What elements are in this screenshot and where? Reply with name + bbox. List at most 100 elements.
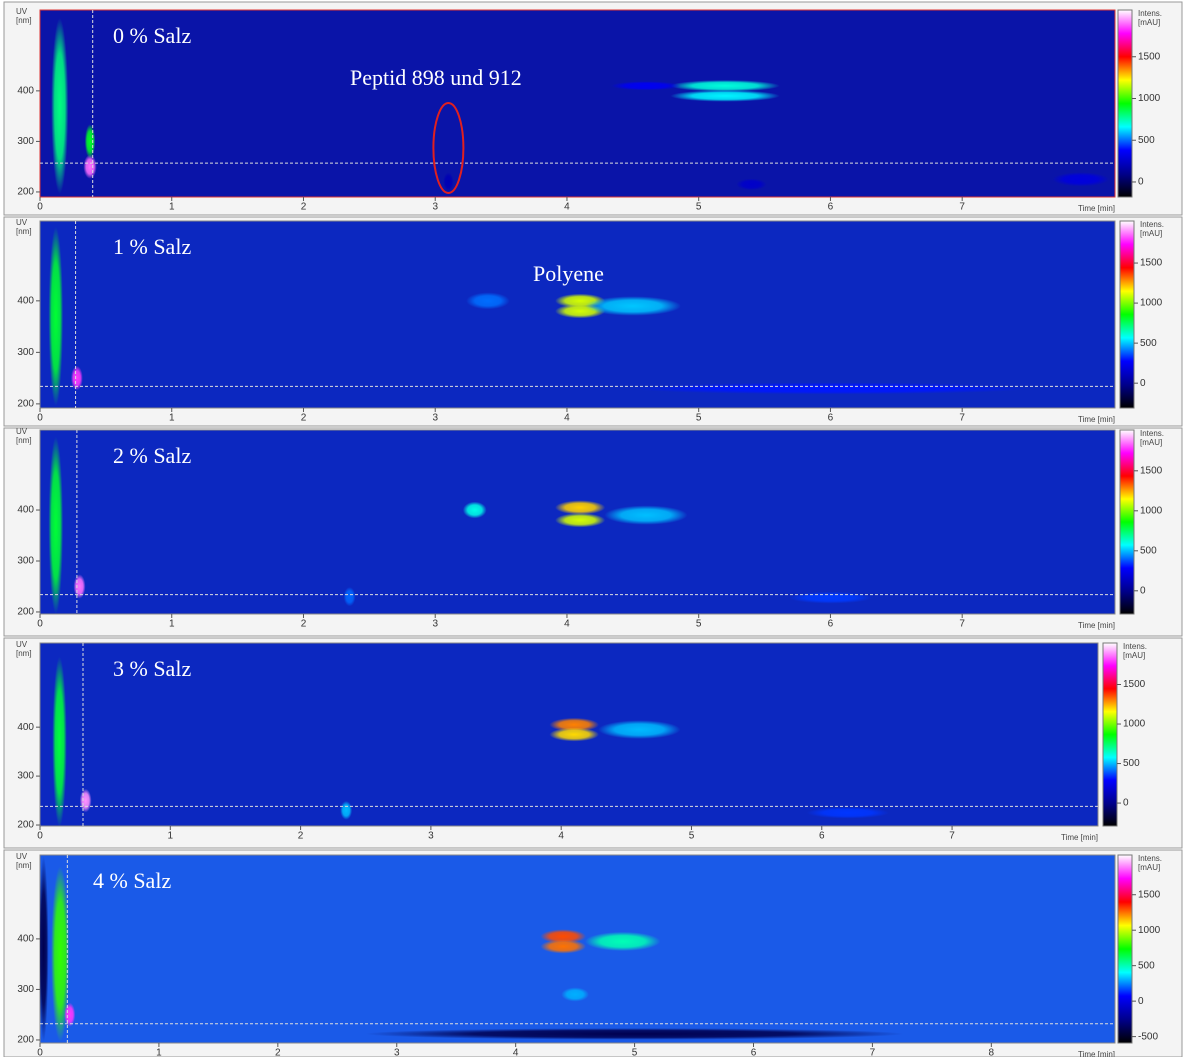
y-tick-label: 400 <box>17 86 34 97</box>
spot <box>48 436 64 614</box>
colorbar-label: [mAU] <box>1138 863 1160 872</box>
colorbar <box>1102 642 1118 827</box>
spot <box>40 856 49 1042</box>
x-tick-label: 1 <box>169 413 175 424</box>
heatmap <box>40 221 1115 408</box>
y-axis-label: [nm] <box>16 861 32 870</box>
spot <box>83 154 97 179</box>
x-tick-label: 0 <box>37 1048 43 1057</box>
x-tick-label: 5 <box>689 831 695 842</box>
x-tick-label: 2 <box>275 1048 281 1057</box>
x-axis-label: Time [min] <box>1061 833 1098 842</box>
x-tick-label: 2 <box>298 831 304 842</box>
colorbar-tick-label: 1000 <box>1123 719 1146 730</box>
colorbar-tick-label: 500 <box>1123 758 1140 769</box>
colorbar-label: Intens. <box>1140 220 1164 229</box>
x-tick-label: 7 <box>949 831 955 842</box>
x-axis-label: Time [min] <box>1078 415 1115 424</box>
y-tick-label: 300 <box>17 556 34 567</box>
spot <box>343 587 356 607</box>
colorbar-tick-label: 1500 <box>1138 51 1161 62</box>
x-tick-label: 5 <box>696 413 702 424</box>
annotation: Peptid 898 und 912 <box>350 65 522 90</box>
x-tick-label: 0 <box>37 413 43 424</box>
x-tick-label: 1 <box>169 202 175 213</box>
spot <box>540 939 587 954</box>
y-axis-label: [nm] <box>16 436 32 445</box>
y-tick-label: 400 <box>17 295 34 306</box>
spot <box>555 513 606 528</box>
heatmap <box>40 430 1115 614</box>
spot <box>52 656 67 826</box>
spot <box>443 172 454 192</box>
x-tick-label: 3 <box>432 619 438 630</box>
x-tick-label: 4 <box>564 202 570 213</box>
spot <box>340 801 353 820</box>
colorbar-tick-label: 1000 <box>1138 93 1161 104</box>
colorbar-tick-label: 0 <box>1138 996 1144 1007</box>
colorbar-tick-label: 1500 <box>1138 889 1161 900</box>
annotation-circle <box>432 102 465 194</box>
colorbar-label: [mAU] <box>1123 651 1145 660</box>
spot <box>70 365 83 391</box>
colorbar-tick-label: 500 <box>1138 960 1155 971</box>
colorbar-label: [mAU] <box>1138 18 1160 27</box>
heatmap-background <box>39 642 1099 827</box>
y-tick-label: 300 <box>17 136 34 147</box>
colorbar-tick-label: 1000 <box>1140 505 1163 516</box>
heatmap <box>40 10 1115 197</box>
y-tick-label: 300 <box>17 984 34 995</box>
spot <box>540 929 587 944</box>
x-tick-label: 4 <box>558 831 564 842</box>
spot <box>51 18 69 194</box>
spot <box>670 80 780 92</box>
x-tick-label: 1 <box>168 831 174 842</box>
x-tick-label: 5 <box>632 1048 638 1057</box>
spot <box>630 382 1031 395</box>
x-axis-label: Time [min] <box>1078 204 1115 213</box>
x-tick-label: 3 <box>428 831 434 842</box>
x-tick-label: 4 <box>564 413 570 424</box>
x-tick-label: 7 <box>959 413 965 424</box>
colorbar-tick-label: 1000 <box>1138 925 1161 936</box>
x-tick-label: 4 <box>564 619 570 630</box>
spot <box>48 226 64 406</box>
colorbar-tick-label: 500 <box>1140 545 1157 556</box>
heatmap <box>40 855 1115 1043</box>
spot <box>598 720 681 739</box>
spot <box>79 788 92 813</box>
spot <box>64 1002 76 1027</box>
colorbar-tick-label: 1500 <box>1140 465 1163 476</box>
panel-label: 3 % Salz <box>113 656 191 681</box>
spot <box>549 727 600 742</box>
x-tick-label: 7 <box>870 1048 876 1057</box>
spot <box>462 501 487 519</box>
y-tick-label: 200 <box>17 820 34 831</box>
heatmap-background <box>39 9 1116 198</box>
x-tick-label: 1 <box>169 619 175 630</box>
x-tick-label: 7 <box>959 619 965 630</box>
spot <box>466 292 510 310</box>
x-tick-label: 2 <box>301 413 307 424</box>
x-tick-label: 3 <box>432 202 438 213</box>
spot <box>84 124 96 159</box>
x-tick-label: 4 <box>513 1048 519 1057</box>
annotation: Polyene <box>533 261 604 286</box>
x-tick-label: 6 <box>828 413 834 424</box>
panel-label: 4 % Salz <box>93 868 171 893</box>
panel-label: 1 % Salz <box>113 234 191 259</box>
y-tick-label: 200 <box>17 1035 34 1046</box>
y-tick-label: 400 <box>17 934 34 945</box>
colorbar-tick-label: 1000 <box>1140 298 1163 309</box>
colorbar-label: Intens. <box>1140 429 1164 438</box>
x-tick-label: 6 <box>751 1048 757 1057</box>
x-tick-label: 6 <box>828 619 834 630</box>
spot <box>365 1028 905 1040</box>
colorbar-label: Intens. <box>1138 854 1162 863</box>
panel-label: 2 % Salz <box>113 443 191 468</box>
x-tick-label: 8 <box>989 1048 995 1057</box>
colorbar <box>1117 854 1133 1044</box>
y-tick-label: 300 <box>17 771 34 782</box>
spot <box>584 296 681 316</box>
x-tick-label: 0 <box>37 202 43 213</box>
